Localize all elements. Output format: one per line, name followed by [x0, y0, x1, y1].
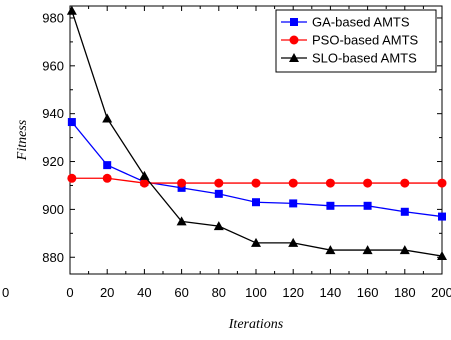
data-point — [213, 221, 224, 231]
x-tick-label: 140 — [320, 285, 342, 300]
legend-label: SLO-based AMTS — [312, 51, 417, 66]
data-point — [139, 178, 149, 188]
data-point — [288, 178, 298, 188]
legend-box — [275, 9, 437, 73]
data-point — [438, 212, 446, 221]
y-tick-label: 900 — [42, 202, 64, 217]
data-point — [251, 178, 261, 188]
x-tick-label: 20 — [100, 285, 114, 300]
data-point — [177, 183, 186, 192]
x-tick-label: 0 — [66, 285, 73, 300]
legend: GA-based AMTS PSO-based AMTS SLO-based AMT… — [275, 9, 437, 73]
series-triangle — [66, 5, 447, 261]
data-point — [399, 245, 410, 255]
data-point — [363, 178, 373, 188]
legend-marker — [290, 18, 298, 26]
data-point — [176, 216, 187, 226]
data-point — [103, 161, 112, 170]
axis-ticks: 0 20 40 60 80 100 120 140 160 180 200 880 900 920 940 9… — [42, 6, 451, 300]
legend-label: PSO-based AMTS — [312, 33, 419, 48]
data-point — [66, 5, 77, 15]
data-point — [214, 178, 224, 188]
data-point — [325, 245, 336, 255]
data-point — [400, 178, 410, 188]
legend-marker — [289, 53, 299, 62]
data-point — [67, 173, 77, 183]
y-tick-label: 980 — [42, 10, 64, 25]
data-point — [326, 201, 335, 210]
x-tick-label: 120 — [282, 285, 304, 300]
y-axis-label: Fitness — [15, 119, 30, 161]
data-point — [362, 245, 373, 255]
x-tick-label: 40 — [137, 285, 151, 300]
data-point — [251, 237, 261, 247]
data-point — [177, 178, 187, 188]
x-tick-label: 100 — [245, 285, 267, 300]
data-point — [437, 251, 447, 261]
y-tick-label: 880 — [42, 250, 64, 265]
x-axis-label: Iterations — [228, 317, 284, 332]
x-tick-label: 180 — [394, 285, 416, 300]
data-point — [214, 189, 223, 198]
data-point — [363, 201, 372, 210]
series-lines — [66, 5, 447, 261]
x-tick-label: 80 — [212, 285, 226, 300]
series-circle — [67, 173, 447, 188]
series-square — [67, 118, 446, 221]
data-point — [288, 237, 299, 247]
y-tick-label: 920 — [42, 154, 64, 169]
data-point — [102, 113, 113, 123]
y-tick-label: 940 — [42, 106, 64, 121]
legend-marker — [289, 35, 299, 45]
data-point — [325, 178, 335, 188]
x-tick-label: 200 — [431, 285, 451, 300]
legend-label: GA-based AMTS — [312, 15, 410, 30]
x-tick-label: 60 — [174, 285, 188, 300]
data-point — [139, 170, 150, 180]
data-point — [252, 198, 260, 207]
data-point — [437, 178, 447, 188]
data-point — [102, 173, 112, 183]
data-point — [400, 207, 409, 216]
stray-tick-label: 0 — [2, 285, 9, 300]
data-point — [67, 118, 76, 127]
data-point — [289, 199, 298, 208]
x-tick-label: 160 — [357, 285, 379, 300]
y-tick-label: 960 — [42, 58, 64, 73]
